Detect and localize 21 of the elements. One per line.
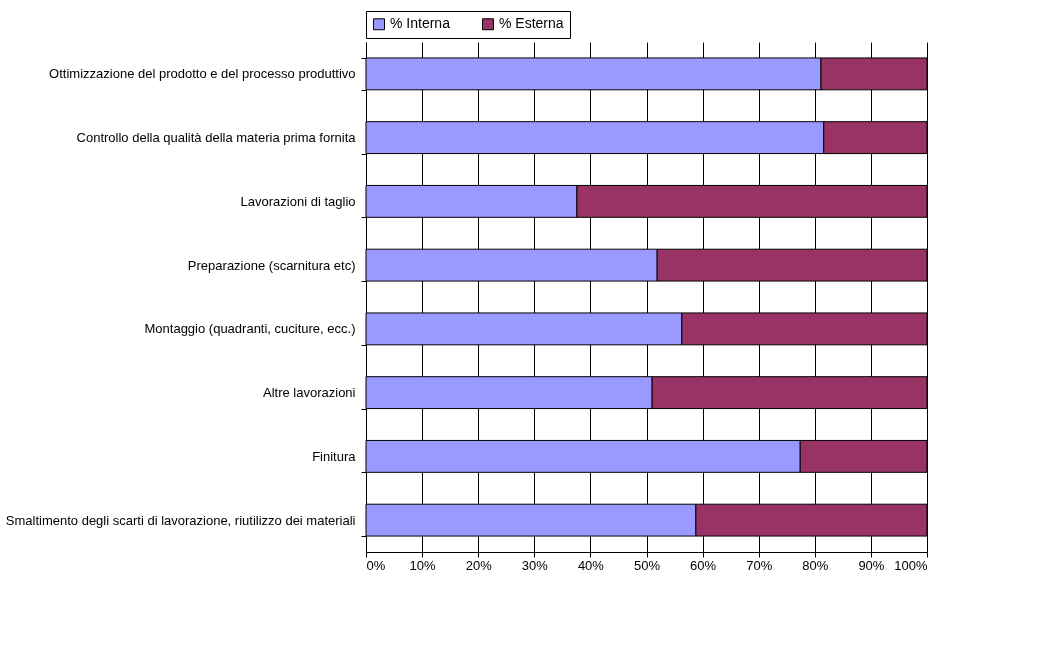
y-tick-label: Preparazione (scarnitura etc) bbox=[187, 257, 356, 273]
x-tick-label: 10% bbox=[409, 557, 437, 573]
x-tick-label: 100% bbox=[894, 557, 928, 573]
x-tick-label: 20% bbox=[465, 557, 493, 573]
y-tick-label: Controllo della qualità della materia prima fornita bbox=[76, 130, 357, 146]
y-tick-label: Altre lavorazioni bbox=[263, 385, 356, 401]
x-tick-label: 0% bbox=[366, 557, 386, 573]
x-tick-label: 90% bbox=[858, 557, 885, 573]
x-tick-label: 50% bbox=[633, 557, 661, 573]
x-tick-label: 80% bbox=[802, 557, 829, 573]
legend-label: % Interna bbox=[390, 15, 451, 32]
x-tick-label: 40% bbox=[577, 557, 605, 573]
y-tick-label: Lavorazioni di taglio bbox=[240, 193, 356, 209]
legend-label: % Esterna bbox=[499, 15, 564, 32]
x-tick-label: 60% bbox=[690, 557, 717, 573]
x-tick-label: 70% bbox=[746, 557, 773, 573]
y-tick-label: Ottimizzazione del prodotto e del processo produttivo bbox=[49, 66, 356, 82]
y-tick-label: Montaggio (quadranti, cuciture, ecc.) bbox=[144, 321, 356, 337]
y-tick-label: Smaltimento degli scarti di lavorazione, riutilizzo dei materiali bbox=[5, 512, 356, 528]
x-tick-label: 30% bbox=[521, 557, 549, 573]
y-tick-label: Finitura bbox=[312, 448, 357, 464]
